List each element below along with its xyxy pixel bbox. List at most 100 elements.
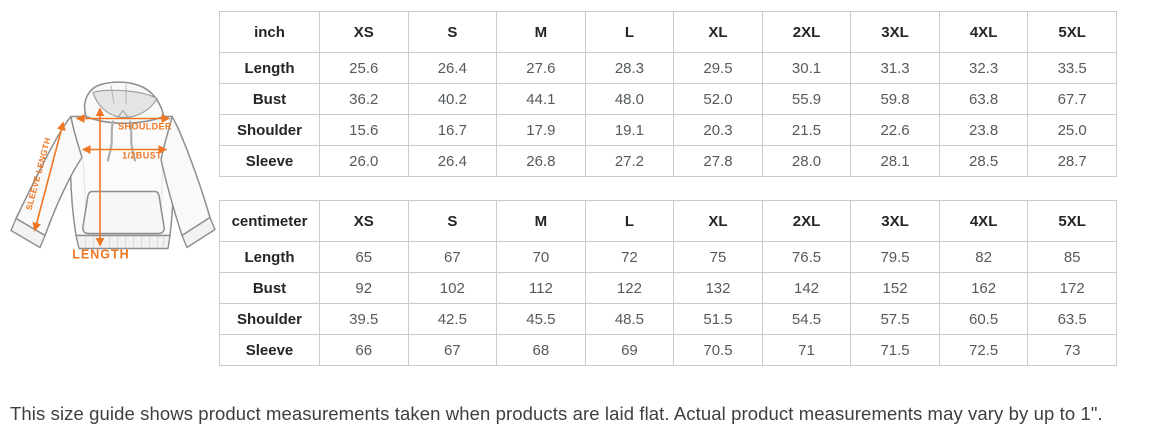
measurement-cell: 65 — [319, 241, 409, 273]
measurement-row-label: Bust — [219, 83, 320, 115]
measurement-cell: 122 — [584, 272, 675, 304]
measurement-cell: 30.1 — [761, 52, 852, 84]
size-table-inch: inch XS S M L XL 2XL 3XL 4XL 5XL Length 25.6 26.4 27.… — [219, 11, 1117, 177]
measurement-cell: 40.2 — [407, 83, 498, 115]
measurement-cell: 15.6 — [319, 114, 409, 146]
size-column-header: M — [496, 200, 586, 242]
measurement-cell: 112 — [496, 272, 586, 304]
measurement-cell: 66 — [319, 334, 409, 366]
measurement-cell: 26.0 — [319, 145, 409, 177]
size-column-header: 3XL — [850, 200, 940, 242]
measurement-row-label: Sleeve — [219, 145, 320, 177]
measurement-row-label: Length — [219, 241, 320, 273]
measurement-cell: 152 — [850, 272, 940, 304]
size-column-header: S — [407, 11, 498, 53]
measurement-cell: 82 — [938, 241, 1029, 273]
half-bust-label: 1/2BUST — [122, 151, 162, 161]
measurement-cell: 28.5 — [938, 145, 1029, 177]
measurement-cell: 59.8 — [850, 83, 940, 115]
size-column-header: 2XL — [761, 200, 852, 242]
shoulder-label: SHOULDER — [118, 122, 172, 132]
measurement-cell: 28.0 — [761, 145, 852, 177]
hoodie-diagram-svg: SHOULDER 1/2BUST SLEEVE LENGTH LENGTH — [10, 81, 216, 262]
drawstring-right — [128, 120, 137, 162]
length-label: LENGTH — [72, 248, 129, 262]
measurement-cell: 27.2 — [584, 145, 675, 177]
measurement-cell: 44.1 — [496, 83, 586, 115]
measurement-cell: 57.5 — [850, 303, 940, 335]
measurement-cell: 48.0 — [584, 83, 675, 115]
measurement-cell: 132 — [673, 272, 763, 304]
size-column-header: 2XL — [761, 11, 852, 53]
right-sleeve — [160, 115, 211, 237]
measurement-row-label: Shoulder — [219, 303, 320, 335]
sleeve-length-arrow — [32, 121, 66, 232]
size-table-header-row: inch XS S M L XL 2XL 3XL 4XL 5XL — [219, 11, 1117, 53]
measurement-cell: 23.8 — [938, 114, 1029, 146]
measurement-cell: 67 — [407, 241, 498, 273]
measurement-cell: 28.1 — [850, 145, 940, 177]
measurement-cell: 71.5 — [850, 334, 940, 366]
measurement-cell: 42.5 — [407, 303, 498, 335]
measurement-cell: 68 — [496, 334, 586, 366]
measurement-cell: 28.3 — [584, 52, 675, 84]
unit-label: centimeter — [219, 200, 320, 242]
measurement-cell: 25.0 — [1027, 114, 1117, 146]
measurement-cell: 26.4 — [407, 52, 498, 84]
measurement-cell: 52.0 — [673, 83, 763, 115]
measurement-cell: 22.6 — [850, 114, 940, 146]
hood-crease-1 — [110, 85, 115, 104]
measurement-cell: 60.5 — [938, 303, 1029, 335]
measurement-cell: 172 — [1027, 272, 1117, 304]
measurement-cell: 71 — [761, 334, 852, 366]
measurement-row-label: Length — [219, 52, 320, 84]
measurement-cell: 55.9 — [761, 83, 852, 115]
measurement-cell: 16.7 — [407, 114, 498, 146]
unit-label: inch — [219, 11, 320, 53]
size-column-header: 5XL — [1027, 200, 1117, 242]
size-column-header: XS — [319, 11, 409, 53]
hoodie-measurement-diagram: SHOULDER 1/2BUST SLEEVE LENGTH LENGTH — [0, 58, 228, 283]
measurement-cell: 33.5 — [1027, 52, 1117, 84]
measurement-cell: 70 — [496, 241, 586, 273]
size-guide-note: This size guide shows product measuremen… — [10, 403, 1103, 424]
measurement-cell: 17.9 — [496, 114, 586, 146]
measurement-cell: 48.5 — [584, 303, 675, 335]
measurement-cell: 85 — [1027, 241, 1117, 273]
measurement-cell: 162 — [938, 272, 1029, 304]
measurement-cell: 67 — [407, 334, 498, 366]
measurement-cell: 142 — [761, 272, 852, 304]
measurement-cell: 63.8 — [938, 83, 1029, 115]
measurement-row: Sleeve 26.0 26.4 26.8 27.2 27.8 28.0 28.1 28.5 28… — [219, 145, 1117, 177]
measurement-cell: 45.5 — [496, 303, 586, 335]
hood-inner — [92, 89, 158, 119]
measurement-row: Shoulder 39.5 42.5 45.5 48.5 51.5 54.5 57.5 60.5… — [219, 303, 1117, 335]
right-cuff — [181, 216, 216, 249]
measurement-cell: 72.5 — [938, 334, 1029, 366]
measurement-cell: 29.5 — [673, 52, 763, 84]
size-column-header: 4XL — [938, 11, 1029, 53]
drawstring-left — [106, 120, 115, 162]
measurement-cell: 19.1 — [584, 114, 675, 146]
measurement-cell: 69 — [584, 334, 675, 366]
measurement-cell: 20.3 — [673, 114, 763, 146]
measurement-row: Bust 92 102 112 122 132 142 152 162 172 — [219, 272, 1117, 304]
measurement-row: Length 25.6 26.4 27.6 28.3 29.5 30.1 31.3 32.3 33… — [219, 52, 1117, 84]
measurement-cell: 21.5 — [761, 114, 852, 146]
size-column-header: XL — [673, 11, 763, 53]
measurement-row-label: Bust — [219, 272, 320, 304]
measurement-cell: 79.5 — [850, 241, 940, 273]
measurement-cell: 102 — [407, 272, 498, 304]
size-column-header: XL — [673, 200, 763, 242]
measurement-cell: 39.5 — [319, 303, 409, 335]
size-column-header: XS — [319, 200, 409, 242]
measurement-cell: 92 — [319, 272, 409, 304]
measurement-cell: 75 — [673, 241, 763, 273]
size-tables-container: inch XS S M L XL 2XL 3XL 4XL 5XL Length 25.6 26.4 27.… — [219, 11, 1117, 389]
measurement-cell: 51.5 — [673, 303, 763, 335]
measurement-cell: 31.3 — [850, 52, 940, 84]
measurement-cell: 28.7 — [1027, 145, 1117, 177]
measurement-cell: 27.6 — [496, 52, 586, 84]
measurement-cell: 72 — [584, 241, 675, 273]
measurement-cell: 76.5 — [761, 241, 852, 273]
